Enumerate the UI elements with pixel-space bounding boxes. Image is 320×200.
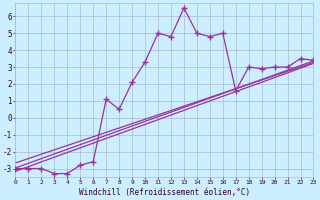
X-axis label: Windchill (Refroidissement éolien,°C): Windchill (Refroidissement éolien,°C) [79,188,250,197]
